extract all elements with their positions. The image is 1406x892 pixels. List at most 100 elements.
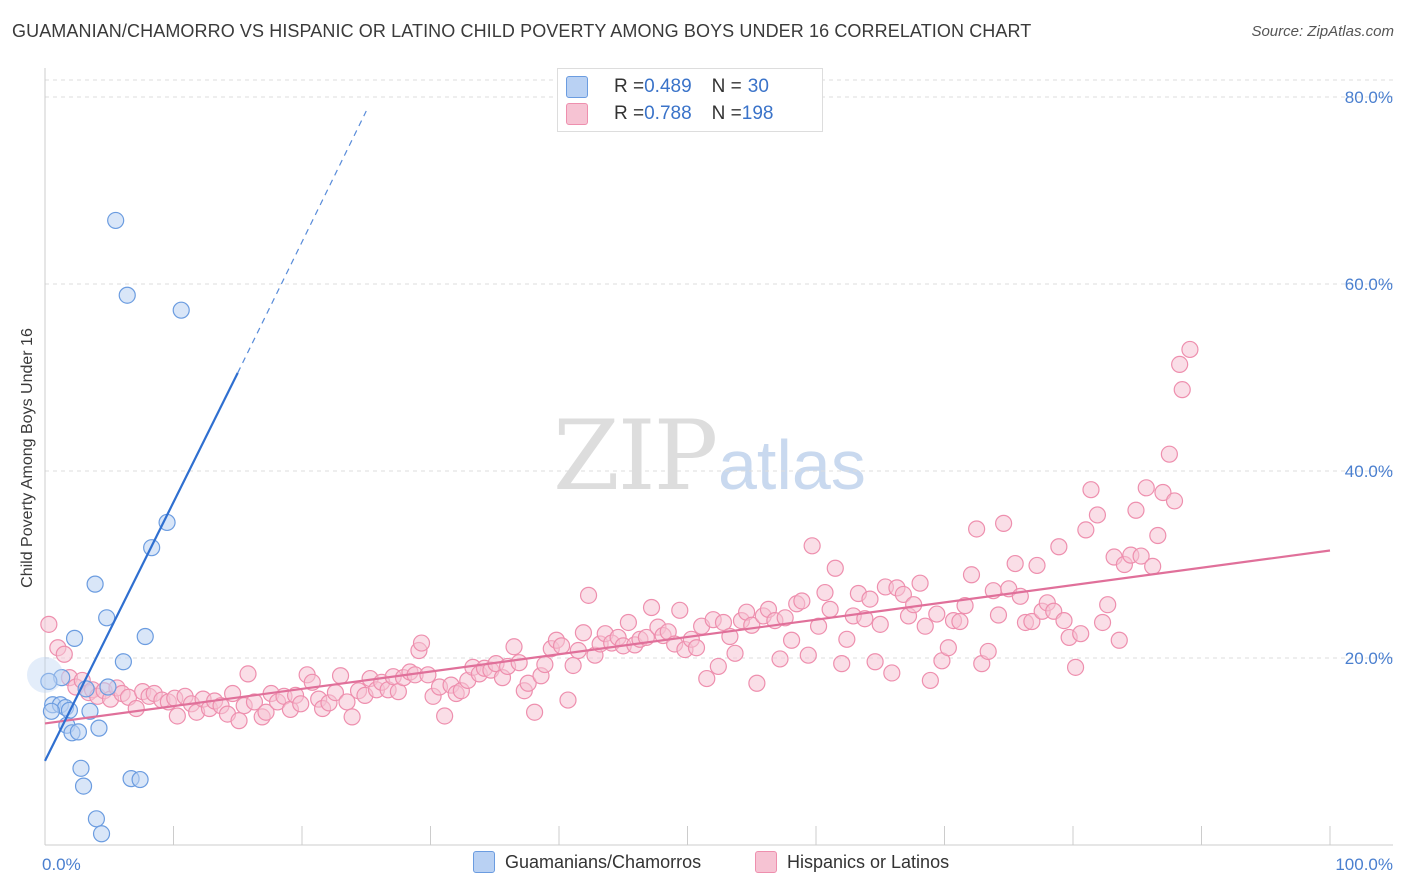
hispanic-point	[1127, 501, 1145, 519]
x-tick-label-max: 100.0%	[1335, 855, 1393, 874]
hispanic-point	[1023, 612, 1041, 631]
guamanian-trend-extension	[237, 110, 367, 374]
legend-r-value: 0.489	[644, 76, 692, 97]
hispanic-point	[921, 671, 939, 690]
hispanic-point	[1137, 479, 1155, 497]
stats-legend: R = 0.489 N = 30 R = 0.788 N = 198	[557, 68, 823, 132]
hispanic-point	[698, 669, 716, 688]
hispanic-point	[1077, 521, 1095, 539]
hispanic-point	[619, 613, 637, 632]
hispanic-point	[1093, 613, 1112, 632]
hispanic-points	[40, 340, 1199, 730]
hispanic-point	[771, 650, 789, 668]
legend-n-label: N =	[711, 76, 742, 97]
grid-lines	[45, 79, 1393, 659]
hispanic-point	[1181, 340, 1199, 359]
hispanic-point	[956, 597, 974, 615]
y-tick-label: 80.0%	[1345, 88, 1393, 107]
hispanic-point	[292, 695, 310, 713]
hispanic-point	[826, 559, 844, 577]
hispanic-point	[1099, 596, 1117, 614]
hispanic-point	[1149, 526, 1167, 545]
hispanic-point	[799, 646, 817, 664]
y-tick-label: 20.0%	[1345, 649, 1393, 668]
hispanic-point	[916, 617, 934, 635]
hispanic-point	[928, 605, 946, 623]
hispanic-point	[536, 655, 554, 674]
guamanian-point	[40, 672, 58, 690]
hispanic-point	[564, 656, 582, 675]
hispanic-point	[642, 598, 661, 617]
guamanian-point	[131, 770, 149, 789]
legend-n-value: 30	[747, 76, 769, 97]
watermark-atlas: atlas	[718, 426, 866, 504]
legend-item-guamanian[interactable]: Guamanians/Chamorros	[473, 851, 701, 873]
hispanic-point	[1006, 554, 1024, 573]
legend-row-guamanian: R = 0.489 N = 30	[566, 75, 769, 99]
hispanic-point	[1050, 538, 1068, 556]
guamanian-point	[69, 723, 88, 741]
y-tick-label: 60.0%	[1345, 275, 1393, 294]
hispanic-point	[989, 606, 1008, 624]
hispanic-point	[1154, 483, 1172, 502]
hispanic-point	[127, 699, 145, 718]
legend-swatch-blue	[566, 76, 588, 98]
legend-swatch-blue	[473, 851, 495, 873]
tick-labels: 20.0% 40.0% 60.0% 80.0% 0.0% 100.0%	[42, 88, 1393, 874]
guamanian-point	[118, 286, 136, 304]
hispanic-point	[412, 634, 431, 652]
hispanic-point	[505, 638, 523, 656]
hispanic-point	[1173, 381, 1191, 399]
legend-row-hispanic: R = 0.788 N = 198	[566, 102, 774, 126]
hispanic-point	[793, 592, 811, 610]
x-tick-label-min: 0.0%	[42, 855, 81, 874]
hispanic-point	[894, 585, 912, 604]
hispanic-point	[782, 631, 801, 649]
hispanic-point	[1160, 445, 1178, 463]
hispanic-point	[748, 674, 766, 692]
hispanic-point	[861, 590, 879, 608]
watermark-zip: ZIP	[553, 400, 718, 512]
hispanic-trend-line	[44, 549, 1331, 725]
hispanic-point	[1028, 556, 1046, 575]
hispanic-point	[1132, 547, 1150, 565]
hispanic-point	[436, 707, 454, 725]
hispanic-point	[1082, 481, 1100, 499]
guamanian-trend-line	[44, 372, 239, 762]
hispanic-point	[239, 665, 257, 683]
legend-swatch-pink	[755, 851, 777, 873]
guamanian-point	[99, 678, 117, 696]
legend-swatch-pink	[566, 103, 588, 125]
hispanic-point	[968, 520, 986, 538]
hispanic-point	[245, 693, 264, 711]
guamanian-point-large	[27, 656, 63, 693]
hispanic-point	[714, 613, 733, 632]
hispanic-point	[816, 583, 834, 602]
legend-item-hispanic[interactable]: Hispanics or Latinos	[755, 851, 949, 873]
hispanic-point	[709, 657, 727, 676]
guamanian-point	[98, 609, 116, 627]
trend-lines	[44, 110, 1331, 762]
hispanic-point	[979, 642, 997, 661]
hispanic-point	[574, 624, 593, 642]
y-tick-label: 40.0%	[1345, 462, 1393, 481]
guamanian-point	[74, 777, 93, 795]
hispanic-point	[559, 691, 577, 709]
hispanic-point	[40, 615, 58, 633]
hispanic-point	[419, 666, 437, 684]
hispanic-point	[510, 654, 528, 672]
hispanic-point	[871, 615, 889, 633]
guamanian-point	[87, 810, 106, 828]
legend-n-value: 198	[741, 103, 774, 124]
guamanian-point	[86, 575, 104, 593]
hispanic-point	[331, 667, 350, 685]
legend-r-label: R =	[614, 103, 645, 124]
hispanic-point	[838, 630, 856, 648]
hispanic-point	[962, 566, 981, 584]
hispanic-point	[257, 703, 275, 721]
guamanian-point	[114, 653, 132, 671]
hispanic-point	[1110, 631, 1128, 649]
hispanic-point	[671, 601, 689, 619]
hispanic-point	[1165, 492, 1184, 510]
